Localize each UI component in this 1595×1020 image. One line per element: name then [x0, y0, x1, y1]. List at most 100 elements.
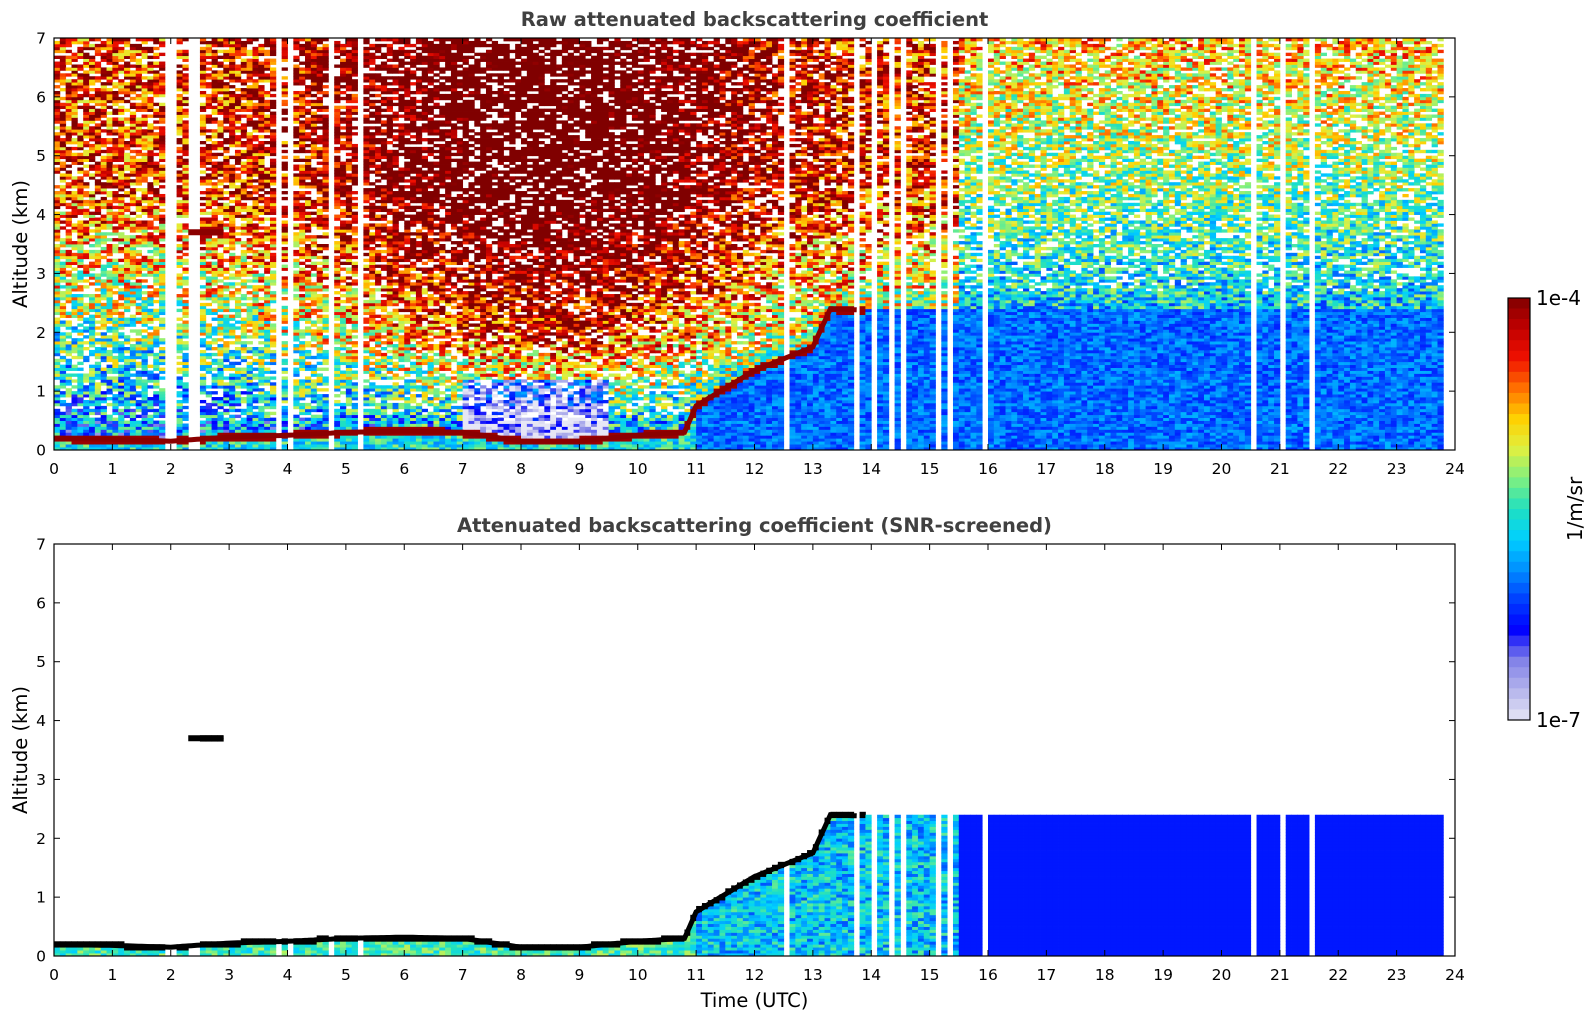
- heatmap-cell: [293, 126, 299, 129]
- heatmap-cell: [60, 179, 66, 182]
- heatmap-cell: [136, 312, 142, 315]
- heatmap-cell: [264, 226, 270, 229]
- heatmap-cell: [66, 382, 72, 385]
- heatmap-cell: [142, 144, 148, 147]
- heatmap-cell: [212, 223, 218, 226]
- heatmap-cell: [77, 250, 83, 253]
- heatmap-cell: [159, 62, 165, 65]
- heatmap-cell: [334, 132, 340, 135]
- heatmap-cell: [346, 312, 352, 315]
- heatmap-cell: [323, 179, 329, 182]
- heatmap-cell: [212, 167, 218, 170]
- heatmap-cell: [299, 103, 305, 106]
- heatmap-cell: [182, 82, 188, 85]
- heatmap-cell: [101, 382, 107, 385]
- heatmap-cell: [212, 41, 218, 44]
- heatmap-cell: [159, 235, 165, 238]
- heatmap-cell: [235, 382, 241, 385]
- heatmap-cell: [153, 400, 159, 403]
- heatmap-cell: [206, 265, 212, 268]
- heatmap-cell: [177, 376, 183, 379]
- heatmap-cell: [235, 350, 241, 353]
- heatmap-cell: [293, 335, 299, 338]
- heatmap-cell: [346, 62, 352, 65]
- heatmap-cell: [217, 268, 223, 271]
- heatmap-cell: [217, 170, 223, 173]
- heatmap-cell: [229, 353, 235, 356]
- heatmap-cell: [66, 394, 72, 397]
- heatmap-cell: [112, 397, 118, 400]
- heatmap-cell: [153, 394, 159, 397]
- heatmap-cell: [200, 209, 206, 212]
- heatmap-cell: [124, 335, 130, 338]
- heatmap-cell: [54, 332, 60, 335]
- heatmap-cell: [118, 371, 124, 374]
- heatmap-cell: [118, 232, 124, 235]
- heatmap-cell: [340, 176, 346, 179]
- heatmap-cell: [83, 194, 89, 197]
- heatmap-cell: [305, 341, 311, 344]
- heatmap-cell: [142, 415, 148, 418]
- heatmap-cell: [323, 156, 329, 159]
- heatmap-cell: [317, 56, 323, 59]
- heatmap-cell: [264, 100, 270, 103]
- heatmap-cell: [200, 50, 206, 53]
- heatmap-cell: [241, 132, 247, 135]
- heatmap-cell: [206, 218, 212, 221]
- heatmap-cell: [77, 429, 83, 432]
- heatmap-cell: [101, 306, 107, 309]
- heatmap-cell: [282, 88, 288, 91]
- heatmap-cell: [200, 182, 206, 185]
- heatmap-cell: [270, 394, 276, 397]
- heatmap-cell: [317, 76, 323, 79]
- heatmap-cell: [54, 312, 60, 315]
- heatmap-cell: [54, 415, 60, 418]
- heatmap-cell: [142, 117, 148, 120]
- heatmap-cell: [130, 244, 136, 247]
- heatmap-cell: [282, 362, 288, 365]
- heatmap-cell: [118, 212, 124, 215]
- heatmap-cell: [112, 426, 118, 429]
- heatmap-cell: [241, 191, 247, 194]
- heatmap-cell: [346, 70, 352, 73]
- heatmap-cell: [107, 288, 113, 291]
- heatmap-cell: [317, 335, 323, 338]
- heatmap-cell: [311, 388, 317, 391]
- heatmap-cell: [95, 444, 101, 447]
- heatmap-cell: [252, 415, 258, 418]
- heatmap-cell: [72, 191, 78, 194]
- heatmap-cell: [282, 318, 288, 321]
- heatmap-cell: [299, 53, 305, 56]
- heatmap-cell: [136, 297, 142, 300]
- heatmap-cell: [112, 191, 118, 194]
- heatmap-cell: [136, 179, 142, 182]
- chart-title: Raw attenuated backscattering coefficien…: [521, 8, 989, 31]
- heatmap-cell: [229, 259, 235, 262]
- heatmap-cell: [223, 218, 229, 221]
- heatmap-cell: [247, 362, 253, 365]
- heatmap-cell: [182, 126, 188, 129]
- heatmap-cell: [130, 321, 136, 324]
- heatmap-cell: [60, 373, 66, 376]
- heatmap-cell: [89, 424, 95, 427]
- heatmap-cell: [346, 226, 352, 229]
- heatmap-cell: [124, 53, 130, 56]
- heatmap-cell: [118, 188, 124, 191]
- heatmap-cell: [223, 94, 229, 97]
- heatmap-cell: [264, 382, 270, 385]
- heatmap-cell: [206, 50, 212, 53]
- heatmap-cell: [252, 97, 258, 100]
- heatmap-cell: [101, 391, 107, 394]
- heatmap-cell: [66, 403, 72, 406]
- heatmap-cell: [247, 100, 253, 103]
- heatmap-cell: [77, 235, 83, 238]
- heatmap-cell: [241, 70, 247, 73]
- heatmap-cell: [136, 188, 142, 191]
- heatmap-cell: [305, 288, 311, 291]
- heatmap-cell: [223, 50, 229, 53]
- heatmap-cell: [124, 388, 130, 391]
- heatmap-cell: [229, 106, 235, 109]
- heatmap-cell: [317, 218, 323, 221]
- heatmap-cell: [147, 129, 153, 132]
- heatmap-cell: [60, 309, 66, 312]
